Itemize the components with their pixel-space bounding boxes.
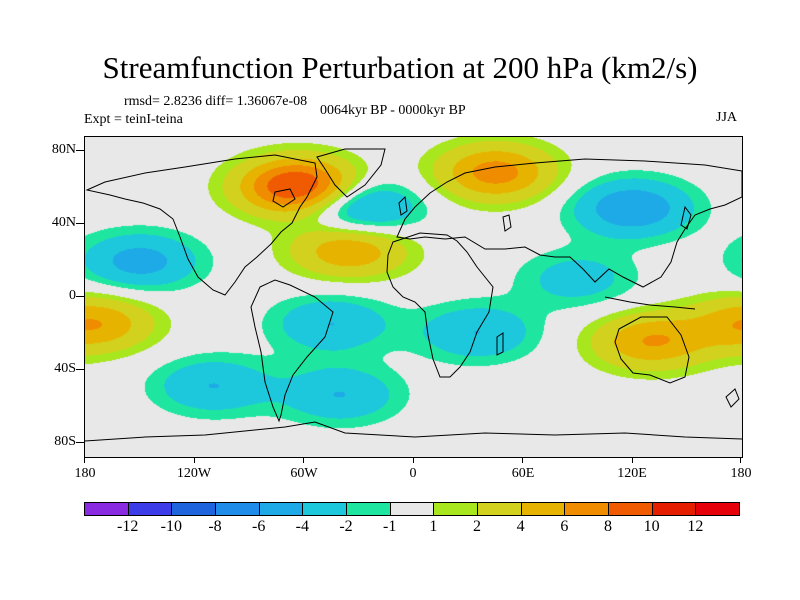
coast-uk — [398, 195, 408, 216]
colorbar-box — [84, 502, 129, 516]
season-label: JJA — [716, 110, 738, 125]
colorbar-box — [651, 502, 697, 516]
ytick — [76, 150, 84, 151]
ylabel-0: 0 — [69, 288, 76, 303]
colorbar-label: 4 — [516, 518, 525, 535]
colorbar-box — [346, 502, 391, 516]
xtick — [413, 457, 414, 463]
colorbar-box — [258, 502, 304, 516]
chart-title: Streamfunction Perturbation at 200 hPa (… — [102, 50, 698, 85]
xlabel-120w: 120W — [176, 466, 212, 481]
colorbar-box — [564, 502, 610, 516]
map-plot-area — [84, 136, 743, 458]
colorbar-label: 10 — [643, 518, 660, 535]
colorbar-box — [389, 502, 435, 516]
coast-eurasia — [396, 158, 742, 288]
coast-antarctica — [85, 421, 742, 442]
period-label: 0064kyr BP - 0000kyr BP — [320, 103, 466, 118]
colorbar-box — [477, 502, 522, 516]
xlabel-60e: 60E — [511, 466, 535, 481]
xlabel-0: 0 — [409, 466, 417, 481]
contour-field — [85, 137, 742, 457]
coast-japan — [680, 205, 692, 230]
ylabel-40n: 40N — [51, 215, 76, 230]
xlabel-180e: 180 — [730, 466, 752, 481]
ytick — [76, 223, 84, 224]
xtick — [84, 457, 85, 463]
ylabel-80s: 80S — [54, 434, 76, 449]
ytick — [76, 442, 84, 443]
coast-indonesia — [604, 296, 696, 310]
colorbar-label: 2 — [473, 518, 481, 535]
colorbar-box — [127, 502, 173, 516]
coast-south-america — [250, 279, 334, 423]
xtick — [303, 457, 304, 463]
coast-hudson-bay — [272, 188, 296, 208]
colorbar-label: 12 — [687, 518, 704, 535]
colorbar-label: -6 — [251, 518, 266, 535]
xtick — [522, 457, 523, 463]
ytick — [76, 369, 84, 370]
coast-north-america — [85, 154, 318, 296]
coastlines — [85, 148, 742, 442]
ytick — [76, 296, 84, 297]
coast-greenland — [316, 148, 386, 198]
colorbar-label: 1 — [429, 518, 438, 535]
colorbar-label: 8 — [604, 518, 612, 535]
xlabel-120e: 120E — [617, 466, 647, 481]
stats-label: rmsd= 2.8236 diff= 1.36067e-08 — [124, 94, 308, 109]
colorbar-box — [695, 502, 741, 516]
coast-australia — [614, 316, 690, 384]
xlabel-60w: 60W — [290, 466, 318, 481]
expt-label: Expt = teinI-teina — [84, 112, 183, 127]
coast-africa — [386, 232, 494, 378]
coast-nz — [725, 388, 740, 408]
colorbar-box — [433, 502, 479, 516]
xtick — [740, 457, 741, 463]
colorbar-label: -2 — [339, 518, 353, 535]
colorbar-label: 6 — [560, 518, 569, 535]
colorbar-box — [215, 502, 260, 516]
colorbar-label: -10 — [160, 518, 182, 535]
ylabel-80n: 80N — [51, 142, 76, 157]
ylabel-40s: 40S — [54, 361, 76, 376]
xtick — [194, 457, 195, 463]
colorbar-label: -4 — [295, 518, 309, 535]
colorbar-box — [520, 502, 566, 516]
colorbar-label: -12 — [116, 518, 139, 535]
colorbar-box — [171, 502, 217, 516]
coast-madagascar — [496, 332, 504, 356]
colorbar-label: -8 — [208, 518, 222, 535]
colorbar-label: -1 — [382, 518, 397, 535]
colorbar — [84, 502, 741, 516]
colorbar-box — [608, 502, 653, 516]
colorbar-box — [302, 502, 348, 516]
xtick — [632, 457, 633, 463]
coast-caspian — [502, 214, 512, 232]
xlabel-180w: 180 — [74, 466, 96, 481]
